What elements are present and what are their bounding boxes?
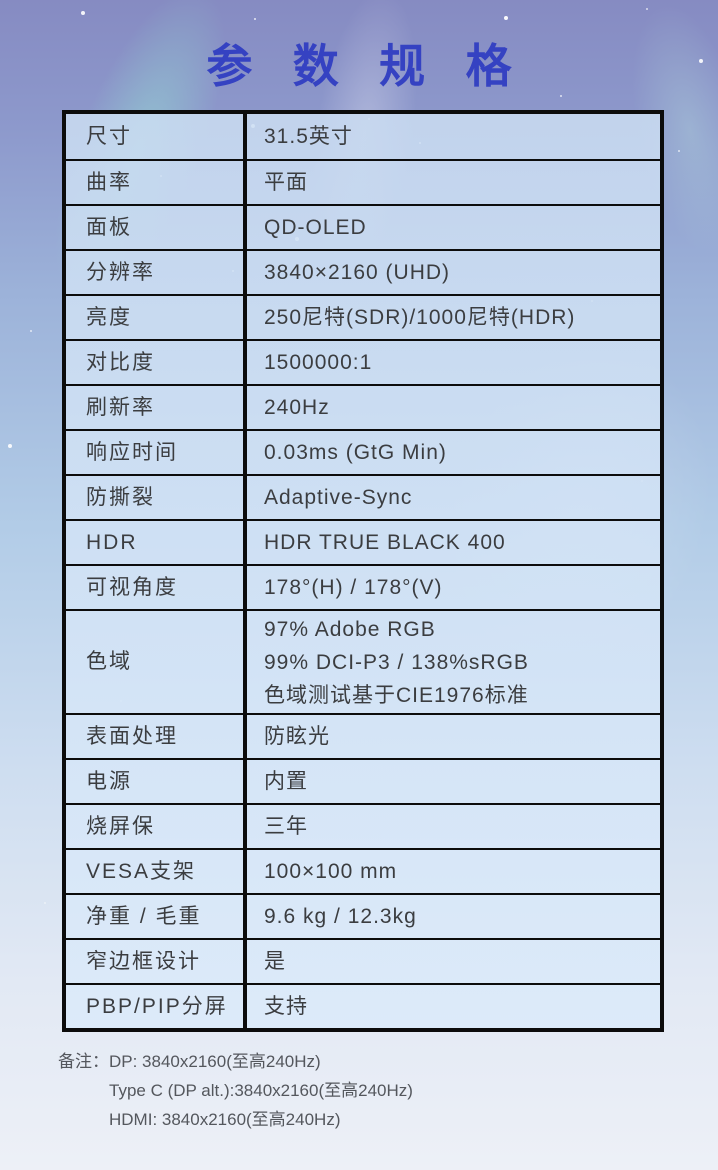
footer-note-line: DP: 3840x2160(至高240Hz) bbox=[109, 1052, 321, 1071]
spec-row: 分辨率 3840×2160 (UHD) bbox=[66, 249, 660, 294]
spec-label: 亮度 bbox=[66, 296, 247, 339]
spec-label: 刷新率 bbox=[66, 386, 247, 429]
footer-notes-lines: DP: 3840x2160(至高240Hz) Type C (DP alt.):3… bbox=[109, 1047, 413, 1134]
spec-label: 对比度 bbox=[66, 341, 247, 384]
spec-row: 防撕裂 Adaptive-Sync bbox=[66, 474, 660, 519]
spec-row: 电源 内置 bbox=[66, 758, 660, 803]
spec-row: 对比度 1500000:1 bbox=[66, 339, 660, 384]
spec-value: 250尼特(SDR)/1000尼特(HDR) bbox=[247, 296, 660, 339]
spec-label: 尺寸 bbox=[66, 114, 247, 159]
spec-label: 曲率 bbox=[66, 161, 247, 204]
spec-value: QD-OLED bbox=[247, 206, 660, 249]
spec-label: 分辨率 bbox=[66, 251, 247, 294]
spec-row: HDR HDR TRUE BLACK 400 bbox=[66, 519, 660, 564]
spec-label: HDR bbox=[66, 521, 247, 564]
spec-row: 净重 / 毛重 9.6 kg / 12.3kg bbox=[66, 893, 660, 938]
spec-value: 9.6 kg / 12.3kg bbox=[247, 895, 660, 938]
spec-value: 178°(H) / 178°(V) bbox=[247, 566, 660, 609]
spec-label: 面板 bbox=[66, 206, 247, 249]
spec-row: 表面处理 防眩光 bbox=[66, 713, 660, 758]
spec-row: 烧屏保 三年 bbox=[66, 803, 660, 848]
footer-notes: 备注： DP: 3840x2160(至高240Hz) Type C (DP alt… bbox=[58, 1047, 413, 1134]
spec-value: 0.03ms (GtG Min) bbox=[247, 431, 660, 474]
spec-value: 是 bbox=[247, 940, 660, 983]
footer-notes-label: 备注： bbox=[58, 1052, 109, 1071]
spec-value-line: 100×100 mm bbox=[264, 859, 398, 883]
spec-value-line: 平面 bbox=[264, 170, 308, 194]
page-title: 参 数 规 格 bbox=[206, 40, 526, 92]
spec-value: 防眩光 bbox=[247, 715, 660, 758]
spec-value-line: 0.03ms (GtG Min) bbox=[264, 440, 447, 464]
spec-row: PBP/PIP分屏 支持 bbox=[66, 983, 660, 1028]
spec-row: 色域 97% Adobe RGB 99% DCI-P3 / 138%sRGB 色域测… bbox=[66, 609, 660, 713]
stars-decoration bbox=[0, 0, 2, 2]
spec-value-line: QD-OLED bbox=[264, 215, 367, 239]
spec-value-line: 99% DCI-P3 / 138%sRGB bbox=[264, 650, 529, 674]
spec-value-line: 97% Adobe RGB bbox=[264, 617, 436, 641]
spec-row: 响应时间 0.03ms (GtG Min) bbox=[66, 429, 660, 474]
spec-label: 响应时间 bbox=[66, 431, 247, 474]
spec-value-line: 内置 bbox=[264, 769, 308, 793]
spec-value-line: 支持 bbox=[264, 994, 308, 1018]
spec-value-line: 31.5英寸 bbox=[264, 124, 353, 148]
spec-value: HDR TRUE BLACK 400 bbox=[247, 521, 660, 564]
spec-row: 面板 QD-OLED bbox=[66, 204, 660, 249]
spec-table: 尺寸 31.5英寸 曲率 平面 面板 QD-OLED 分辨率 3840×2160… bbox=[62, 110, 664, 1032]
spec-value-line: HDR TRUE BLACK 400 bbox=[264, 530, 506, 554]
spec-value: 内置 bbox=[247, 760, 660, 803]
footer-note-line: HDMI: 3840x2160(至高240Hz) bbox=[109, 1110, 341, 1129]
spec-value: 支持 bbox=[247, 985, 660, 1028]
spec-row: 曲率 平面 bbox=[66, 159, 660, 204]
spec-label: 表面处理 bbox=[66, 715, 247, 758]
spec-value: 97% Adobe RGB 99% DCI-P3 / 138%sRGB 色域测试基于… bbox=[247, 611, 660, 713]
spec-value-line: 三年 bbox=[264, 814, 308, 838]
spec-value: 240Hz bbox=[247, 386, 660, 429]
spec-value-line: 178°(H) / 178°(V) bbox=[264, 575, 443, 599]
spec-row: 刷新率 240Hz bbox=[66, 384, 660, 429]
spec-value: 三年 bbox=[247, 805, 660, 848]
spec-value-line: 色域测试基于CIE1976标准 bbox=[264, 683, 529, 707]
spec-label: 烧屏保 bbox=[66, 805, 247, 848]
spec-value-line: Adaptive-Sync bbox=[264, 485, 413, 509]
spec-value-line: 250尼特(SDR)/1000尼特(HDR) bbox=[264, 305, 576, 329]
spec-label: 窄边框设计 bbox=[66, 940, 247, 983]
spec-row: VESA支架 100×100 mm bbox=[66, 848, 660, 893]
spec-row: 可视角度 178°(H) / 178°(V) bbox=[66, 564, 660, 609]
spec-value-line: 9.6 kg / 12.3kg bbox=[264, 904, 417, 928]
spec-label: PBP/PIP分屏 bbox=[66, 985, 247, 1028]
spec-value: 100×100 mm bbox=[247, 850, 660, 893]
spec-label: 色域 bbox=[66, 611, 247, 713]
spec-value: Adaptive-Sync bbox=[247, 476, 660, 519]
spec-value: 3840×2160 (UHD) bbox=[247, 251, 660, 294]
spec-label: 电源 bbox=[66, 760, 247, 803]
spec-label: 可视角度 bbox=[66, 566, 247, 609]
spec-label: VESA支架 bbox=[66, 850, 247, 893]
footer-note-line: Type C (DP alt.):3840x2160(至高240Hz) bbox=[109, 1081, 413, 1100]
spec-label: 防撕裂 bbox=[66, 476, 247, 519]
spec-value: 1500000:1 bbox=[247, 341, 660, 384]
spec-row: 尺寸 31.5英寸 bbox=[66, 114, 660, 159]
spec-value: 31.5英寸 bbox=[247, 114, 660, 159]
spec-value-line: 是 bbox=[264, 949, 286, 973]
spec-value-line: 240Hz bbox=[264, 395, 330, 419]
spec-value-line: 1500000:1 bbox=[264, 350, 373, 374]
spec-value-line: 3840×2160 (UHD) bbox=[264, 260, 451, 284]
spec-value-line: 防眩光 bbox=[264, 724, 330, 748]
spec-value: 平面 bbox=[247, 161, 660, 204]
spec-row: 亮度 250尼特(SDR)/1000尼特(HDR) bbox=[66, 294, 660, 339]
spec-label: 净重 / 毛重 bbox=[66, 895, 247, 938]
spec-row: 窄边框设计 是 bbox=[66, 938, 660, 983]
